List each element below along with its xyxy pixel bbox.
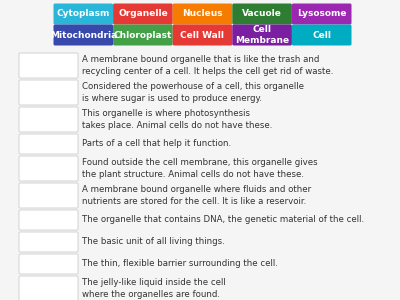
Text: Parts of a cell that help it function.: Parts of a cell that help it function. (82, 140, 231, 148)
FancyBboxPatch shape (19, 80, 78, 105)
Text: Organelle: Organelle (118, 10, 168, 19)
FancyBboxPatch shape (19, 53, 78, 78)
Text: Cytoplasm: Cytoplasm (57, 10, 110, 19)
Text: Chloroplast: Chloroplast (114, 31, 172, 40)
Text: Vacuole: Vacuole (242, 10, 282, 19)
FancyBboxPatch shape (19, 276, 78, 300)
Text: Mitochondria: Mitochondria (50, 31, 117, 40)
Text: Found outside the cell membrane, this organelle gives
the plant structure. Anima: Found outside the cell membrane, this or… (82, 158, 318, 179)
FancyBboxPatch shape (173, 4, 232, 25)
FancyBboxPatch shape (19, 183, 78, 208)
FancyBboxPatch shape (173, 25, 232, 46)
Text: The basic unit of all living things.: The basic unit of all living things. (82, 238, 225, 247)
FancyBboxPatch shape (292, 25, 352, 46)
FancyBboxPatch shape (19, 232, 78, 252)
Text: A membrane bound organelle where fluids and other
nutrients are stored for the c: A membrane bound organelle where fluids … (82, 185, 311, 206)
FancyBboxPatch shape (19, 210, 78, 230)
Text: Cell: Cell (312, 31, 331, 40)
FancyBboxPatch shape (19, 254, 78, 274)
FancyBboxPatch shape (19, 156, 78, 181)
FancyBboxPatch shape (232, 4, 292, 25)
FancyBboxPatch shape (113, 25, 173, 46)
Text: The organelle that contains DNA, the genetic material of the cell.: The organelle that contains DNA, the gen… (82, 215, 364, 224)
Text: This organelle is where photosynthesis
takes place. Animal cells do not have the: This organelle is where photosynthesis t… (82, 109, 272, 130)
Text: Considered the powerhouse of a cell, this organelle
is where sugar is used to pr: Considered the powerhouse of a cell, thi… (82, 82, 304, 103)
FancyBboxPatch shape (54, 25, 113, 46)
FancyBboxPatch shape (19, 134, 78, 154)
Text: Cell
Membrane: Cell Membrane (235, 26, 289, 44)
Text: Cell Wall: Cell Wall (180, 31, 224, 40)
FancyBboxPatch shape (292, 4, 352, 25)
Text: The jelly-like liquid inside the cell
where the organelles are found.: The jelly-like liquid inside the cell wh… (82, 278, 226, 299)
Text: Nucleus: Nucleus (182, 10, 223, 19)
FancyBboxPatch shape (54, 4, 113, 25)
FancyBboxPatch shape (19, 107, 78, 132)
FancyBboxPatch shape (232, 25, 292, 46)
Text: Lysosome: Lysosome (297, 10, 346, 19)
Text: The thin, flexible barrier surrounding the cell.: The thin, flexible barrier surrounding t… (82, 260, 278, 268)
Text: A membrane bound organelle that is like the trash and
recycling center of a cell: A membrane bound organelle that is like … (82, 55, 333, 76)
FancyBboxPatch shape (113, 4, 173, 25)
